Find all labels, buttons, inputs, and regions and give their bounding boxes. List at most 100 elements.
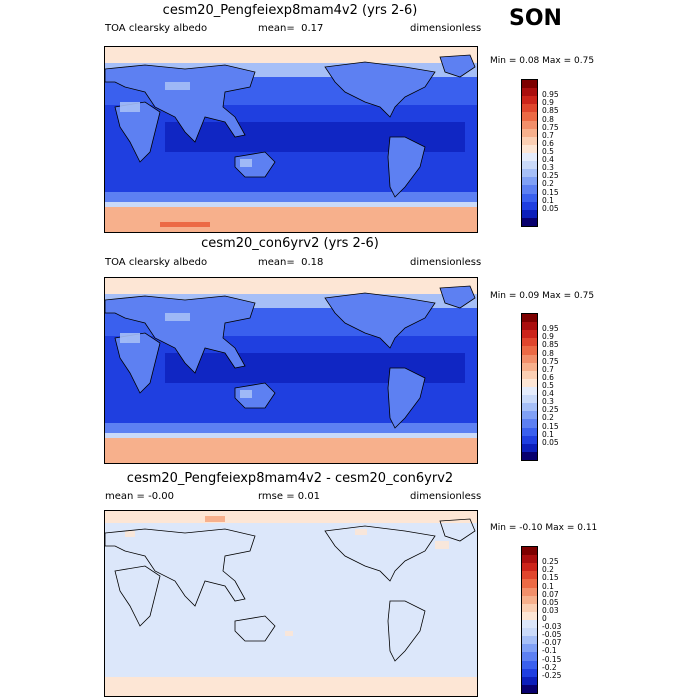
colorbar-segment bbox=[522, 338, 537, 347]
panel-1-variable: TOA clearsky albedo bbox=[105, 23, 208, 34]
colorbar-segment bbox=[522, 411, 537, 420]
colorbar-segment bbox=[522, 595, 537, 604]
colorbar-segment bbox=[522, 80, 537, 89]
colorbar-segment bbox=[522, 169, 537, 178]
colorbar-tick-label: 0.7 bbox=[542, 364, 554, 374]
panel-1-colorbar bbox=[521, 79, 538, 227]
colorbar-segment bbox=[522, 161, 537, 170]
colorbar-tick-label: -0.1 bbox=[542, 646, 557, 656]
panel-3-minmax: Min = -0.10 Max = 0.11 bbox=[490, 523, 598, 533]
colorbar-tick-label: 0.6 bbox=[542, 372, 554, 382]
colorbar-tick-label: 0.03 bbox=[542, 605, 559, 615]
panel-2-title: cesm20_con6yrv2 (yrs 2-6) bbox=[201, 236, 379, 251]
colorbar-tick-label: -0.03 bbox=[542, 622, 562, 632]
colorbar-tick-label: 0.7 bbox=[542, 130, 554, 140]
colorbar-segment bbox=[522, 676, 537, 685]
colorbar-tick-label: 0.4 bbox=[542, 389, 554, 399]
colorbar-segment bbox=[522, 330, 537, 339]
colorbar-tick-label: 0.15 bbox=[542, 187, 559, 197]
colorbar-segment bbox=[522, 427, 537, 436]
colorbar-segment bbox=[522, 370, 537, 379]
panel-3-rmse: rmse = 0.01 bbox=[258, 491, 321, 502]
colorbar-tick-label: 0.15 bbox=[542, 421, 559, 431]
colorbar-tick-label: 0.6 bbox=[542, 138, 554, 148]
colorbar-tick-label: 0.07 bbox=[542, 589, 559, 599]
colorbar-tick-label: 0.25 bbox=[542, 405, 559, 415]
colorbar-tick-label: 0.05 bbox=[542, 437, 559, 447]
colorbar-segment bbox=[522, 660, 537, 669]
colorbar-tick-label: 0.2 bbox=[542, 565, 554, 575]
colorbar-segment bbox=[522, 668, 537, 677]
colorbar-segment bbox=[522, 644, 537, 653]
colorbar-segment bbox=[522, 603, 537, 612]
colorbar-tick-label: 0.1 bbox=[542, 429, 554, 439]
colorbar-segment bbox=[522, 403, 537, 412]
colorbar-segment bbox=[522, 419, 537, 428]
colorbar-tick-label: 0.95 bbox=[542, 324, 559, 334]
colorbar-segment bbox=[522, 611, 537, 620]
colorbar-tick-label: 0.85 bbox=[542, 340, 559, 350]
colorbar-tick-label: 0.8 bbox=[542, 348, 554, 358]
panel-2-minmax: Min = 0.09 Max = 0.75 bbox=[490, 291, 595, 301]
colorbar-segment bbox=[522, 652, 537, 661]
colorbar-segment bbox=[522, 217, 537, 226]
colorbar-tick-label: 0.3 bbox=[542, 397, 554, 407]
season-label: SON bbox=[509, 6, 562, 31]
panel-3-title: cesm20_Pengfeiexp8mam4v2 - cesm20_con6yr… bbox=[126, 471, 454, 486]
colorbar-segment bbox=[522, 435, 537, 444]
colorbar-segment bbox=[522, 579, 537, 588]
panel-2-mean-value: 0.18 bbox=[301, 257, 324, 268]
panel-2-map bbox=[104, 277, 478, 464]
panel-1-minmax: Min = 0.08 Max = 0.75 bbox=[490, 56, 595, 66]
colorbar-segment bbox=[522, 378, 537, 387]
panel-1-map bbox=[104, 46, 478, 233]
panel-3-map bbox=[104, 510, 478, 697]
colorbar-segment bbox=[522, 120, 537, 129]
colorbar-tick-label: 0.4 bbox=[542, 155, 554, 165]
colorbar-segment bbox=[522, 88, 537, 97]
colorbar-tick-label: 0.9 bbox=[542, 332, 554, 342]
panel-1-mean-value: 0.17 bbox=[301, 23, 324, 34]
colorbar-segment bbox=[522, 386, 537, 396]
colorbar-tick-label: 0.9 bbox=[542, 98, 554, 108]
panel-2-variable: TOA clearsky albedo bbox=[105, 257, 208, 268]
colorbar-segment bbox=[522, 322, 537, 331]
colorbar-tick-label: 0.1 bbox=[542, 195, 554, 205]
colorbar-tick-label: -0.07 bbox=[542, 638, 562, 648]
colorbar-tick-label: 0 bbox=[542, 614, 547, 623]
colorbar-segment bbox=[522, 152, 537, 162]
colorbar-segment bbox=[522, 346, 537, 355]
panel-2-mean: mean= 0.18 bbox=[258, 257, 323, 268]
colorbar-segment bbox=[522, 571, 537, 580]
colorbar-segment bbox=[522, 185, 537, 194]
colorbar-tick-label: 0.8 bbox=[542, 114, 554, 124]
colorbar-tick-label: 0.15 bbox=[542, 573, 559, 583]
colorbar-segment bbox=[522, 628, 537, 637]
colorbar-tick-label: 0.75 bbox=[542, 122, 559, 132]
colorbar-tick-label: 0.75 bbox=[542, 356, 559, 366]
colorbar-tick-label: 0.2 bbox=[542, 179, 554, 189]
colorbar-segment bbox=[522, 314, 537, 323]
albedo-map-control bbox=[105, 278, 477, 463]
colorbar-tick-label: 0.2 bbox=[542, 413, 554, 423]
colorbar-segment bbox=[522, 563, 537, 572]
panel-3-colorbar bbox=[521, 546, 538, 694]
panel-3-mean: mean = -0.00 bbox=[105, 491, 174, 502]
colorbar-segment bbox=[522, 136, 537, 145]
colorbar-segment bbox=[522, 96, 537, 105]
panel-1-mean-label: mean= bbox=[258, 23, 295, 34]
colorbar-tick-label: 0.5 bbox=[542, 381, 554, 390]
panel-1-title: cesm20_Pengfeiexp8mam4v2 (yrs 2-6) bbox=[162, 3, 418, 18]
colorbar-segment bbox=[522, 619, 537, 629]
panel-2-mean-label: mean= bbox=[258, 257, 295, 268]
colorbar-tick-label: 0.1 bbox=[542, 581, 554, 591]
panel-1-mean: mean= 0.17 bbox=[258, 23, 323, 34]
colorbar-tick-label: 0.5 bbox=[542, 147, 554, 156]
colorbar-tick-label: -0.25 bbox=[542, 670, 562, 680]
colorbar-segment bbox=[522, 128, 537, 137]
colorbar-tick-label: -0.2 bbox=[542, 662, 557, 672]
colorbar-tick-label: 0.95 bbox=[542, 90, 559, 100]
colorbar-tick-label: -0.15 bbox=[542, 654, 562, 664]
colorbar-tick-label: 0.05 bbox=[542, 597, 559, 607]
colorbar-segment bbox=[522, 443, 537, 452]
